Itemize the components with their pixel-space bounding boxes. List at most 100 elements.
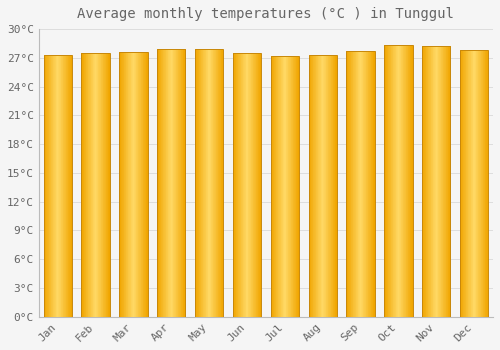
Bar bbox=[254, 53, 255, 317]
Bar bbox=[87, 53, 88, 317]
Bar bbox=[184, 49, 185, 317]
Bar bbox=[215, 49, 216, 317]
Bar bbox=[178, 49, 179, 317]
Bar bbox=[242, 53, 244, 317]
Bar bbox=[56, 55, 57, 317]
Bar bbox=[90, 53, 92, 317]
Bar bbox=[317, 55, 318, 317]
Bar bbox=[277, 56, 278, 317]
Bar bbox=[332, 55, 334, 317]
Bar bbox=[287, 56, 288, 317]
Bar bbox=[242, 53, 243, 317]
Bar bbox=[402, 46, 404, 317]
Bar bbox=[288, 56, 289, 317]
Bar bbox=[106, 53, 107, 317]
Bar bbox=[207, 49, 208, 317]
Bar bbox=[314, 55, 315, 317]
Bar bbox=[239, 53, 240, 317]
Bar bbox=[448, 46, 449, 317]
Bar bbox=[346, 51, 347, 317]
Bar bbox=[125, 52, 126, 317]
Bar bbox=[204, 49, 205, 317]
Bar bbox=[371, 51, 372, 317]
Bar bbox=[368, 51, 369, 317]
Bar bbox=[396, 46, 397, 317]
Bar bbox=[172, 49, 174, 317]
Bar bbox=[132, 52, 133, 317]
Bar bbox=[357, 51, 358, 317]
Bar bbox=[48, 55, 50, 317]
Bar bbox=[325, 55, 326, 317]
Bar bbox=[384, 46, 412, 317]
Bar bbox=[347, 51, 348, 317]
Bar bbox=[398, 46, 399, 317]
Bar bbox=[476, 50, 477, 317]
Bar bbox=[484, 50, 485, 317]
Bar bbox=[97, 53, 98, 317]
Bar bbox=[423, 46, 424, 317]
Bar bbox=[324, 55, 325, 317]
Bar bbox=[99, 53, 100, 317]
Bar bbox=[127, 52, 128, 317]
Bar bbox=[386, 46, 387, 317]
Bar bbox=[107, 53, 108, 317]
Bar bbox=[195, 49, 224, 317]
Bar bbox=[185, 49, 186, 317]
Bar bbox=[487, 50, 488, 317]
Bar bbox=[89, 53, 90, 317]
Bar bbox=[469, 50, 470, 317]
Bar bbox=[50, 55, 51, 317]
Bar bbox=[238, 53, 239, 317]
Bar bbox=[220, 49, 222, 317]
Bar bbox=[329, 55, 330, 317]
Bar bbox=[296, 56, 297, 317]
Bar bbox=[437, 46, 438, 317]
Bar bbox=[460, 50, 462, 317]
Bar bbox=[196, 49, 197, 317]
Bar bbox=[388, 46, 389, 317]
Bar bbox=[145, 52, 146, 317]
Bar bbox=[46, 55, 47, 317]
Bar bbox=[86, 53, 87, 317]
Bar bbox=[460, 50, 488, 317]
Bar bbox=[322, 55, 324, 317]
Bar bbox=[199, 49, 200, 317]
Bar bbox=[472, 50, 474, 317]
Bar bbox=[390, 46, 392, 317]
Bar bbox=[282, 56, 284, 317]
Bar bbox=[240, 53, 242, 317]
Bar bbox=[320, 55, 322, 317]
Bar bbox=[272, 56, 273, 317]
Bar bbox=[486, 50, 487, 317]
Bar bbox=[475, 50, 476, 317]
Bar bbox=[157, 49, 186, 317]
Bar bbox=[424, 46, 425, 317]
Bar bbox=[330, 55, 332, 317]
Bar bbox=[270, 56, 272, 317]
Bar bbox=[405, 46, 406, 317]
Bar bbox=[282, 56, 283, 317]
Bar bbox=[260, 53, 261, 317]
Bar bbox=[60, 55, 62, 317]
Title: Average monthly temperatures (°C ) in Tunggul: Average monthly temperatures (°C ) in Tu… bbox=[78, 7, 454, 21]
Bar bbox=[70, 55, 72, 317]
Bar bbox=[202, 49, 203, 317]
Bar bbox=[55, 55, 56, 317]
Bar bbox=[365, 51, 366, 317]
Bar bbox=[168, 49, 169, 317]
Bar bbox=[83, 53, 84, 317]
Bar bbox=[482, 50, 484, 317]
Bar bbox=[180, 49, 182, 317]
Bar bbox=[367, 51, 368, 317]
Bar bbox=[209, 49, 210, 317]
Bar bbox=[355, 51, 356, 317]
Bar bbox=[360, 51, 362, 317]
Bar bbox=[374, 51, 375, 317]
Bar bbox=[387, 46, 388, 317]
Bar bbox=[195, 49, 196, 317]
Bar bbox=[276, 56, 277, 317]
Bar bbox=[481, 50, 482, 317]
Bar bbox=[392, 46, 394, 317]
Bar bbox=[82, 53, 83, 317]
Bar bbox=[139, 52, 140, 317]
